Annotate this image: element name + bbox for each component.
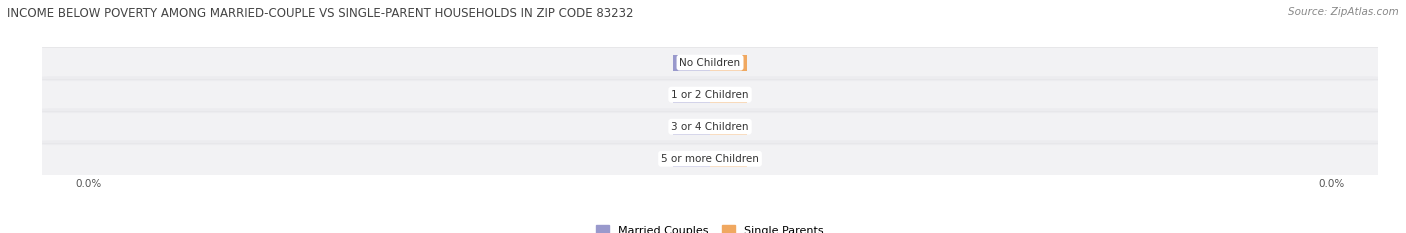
Legend: Married Couples, Single Parents: Married Couples, Single Parents	[596, 225, 824, 233]
Bar	[710, 55, 747, 71]
Text: 5 or more Children: 5 or more Children	[661, 154, 759, 164]
Text: 0.0%: 0.0%	[714, 154, 742, 164]
Bar	[673, 87, 710, 103]
Text: 0.0%: 0.0%	[678, 122, 706, 132]
Bar	[710, 87, 747, 103]
Text: 3 or 4 Children: 3 or 4 Children	[671, 122, 749, 132]
Text: 0.0%: 0.0%	[714, 90, 742, 100]
Bar	[673, 55, 710, 71]
Text: Source: ZipAtlas.com: Source: ZipAtlas.com	[1288, 7, 1399, 17]
Text: 0.0%: 0.0%	[678, 154, 706, 164]
FancyBboxPatch shape	[39, 44, 1381, 81]
Bar	[710, 151, 747, 167]
Text: 1 or 2 Children: 1 or 2 Children	[671, 90, 749, 100]
Text: 0.0%: 0.0%	[678, 58, 706, 68]
Text: 0.0%: 0.0%	[714, 122, 742, 132]
Text: No Children: No Children	[679, 58, 741, 68]
Text: INCOME BELOW POVERTY AMONG MARRIED-COUPLE VS SINGLE-PARENT HOUSEHOLDS IN ZIP COD: INCOME BELOW POVERTY AMONG MARRIED-COUPL…	[7, 7, 634, 20]
Bar	[673, 151, 710, 167]
Bar	[710, 119, 747, 135]
Bar	[673, 119, 710, 135]
Text: 0.0%: 0.0%	[678, 90, 706, 100]
FancyBboxPatch shape	[39, 108, 1381, 145]
FancyBboxPatch shape	[39, 76, 1381, 113]
FancyBboxPatch shape	[39, 140, 1381, 177]
Text: 0.0%: 0.0%	[714, 58, 742, 68]
